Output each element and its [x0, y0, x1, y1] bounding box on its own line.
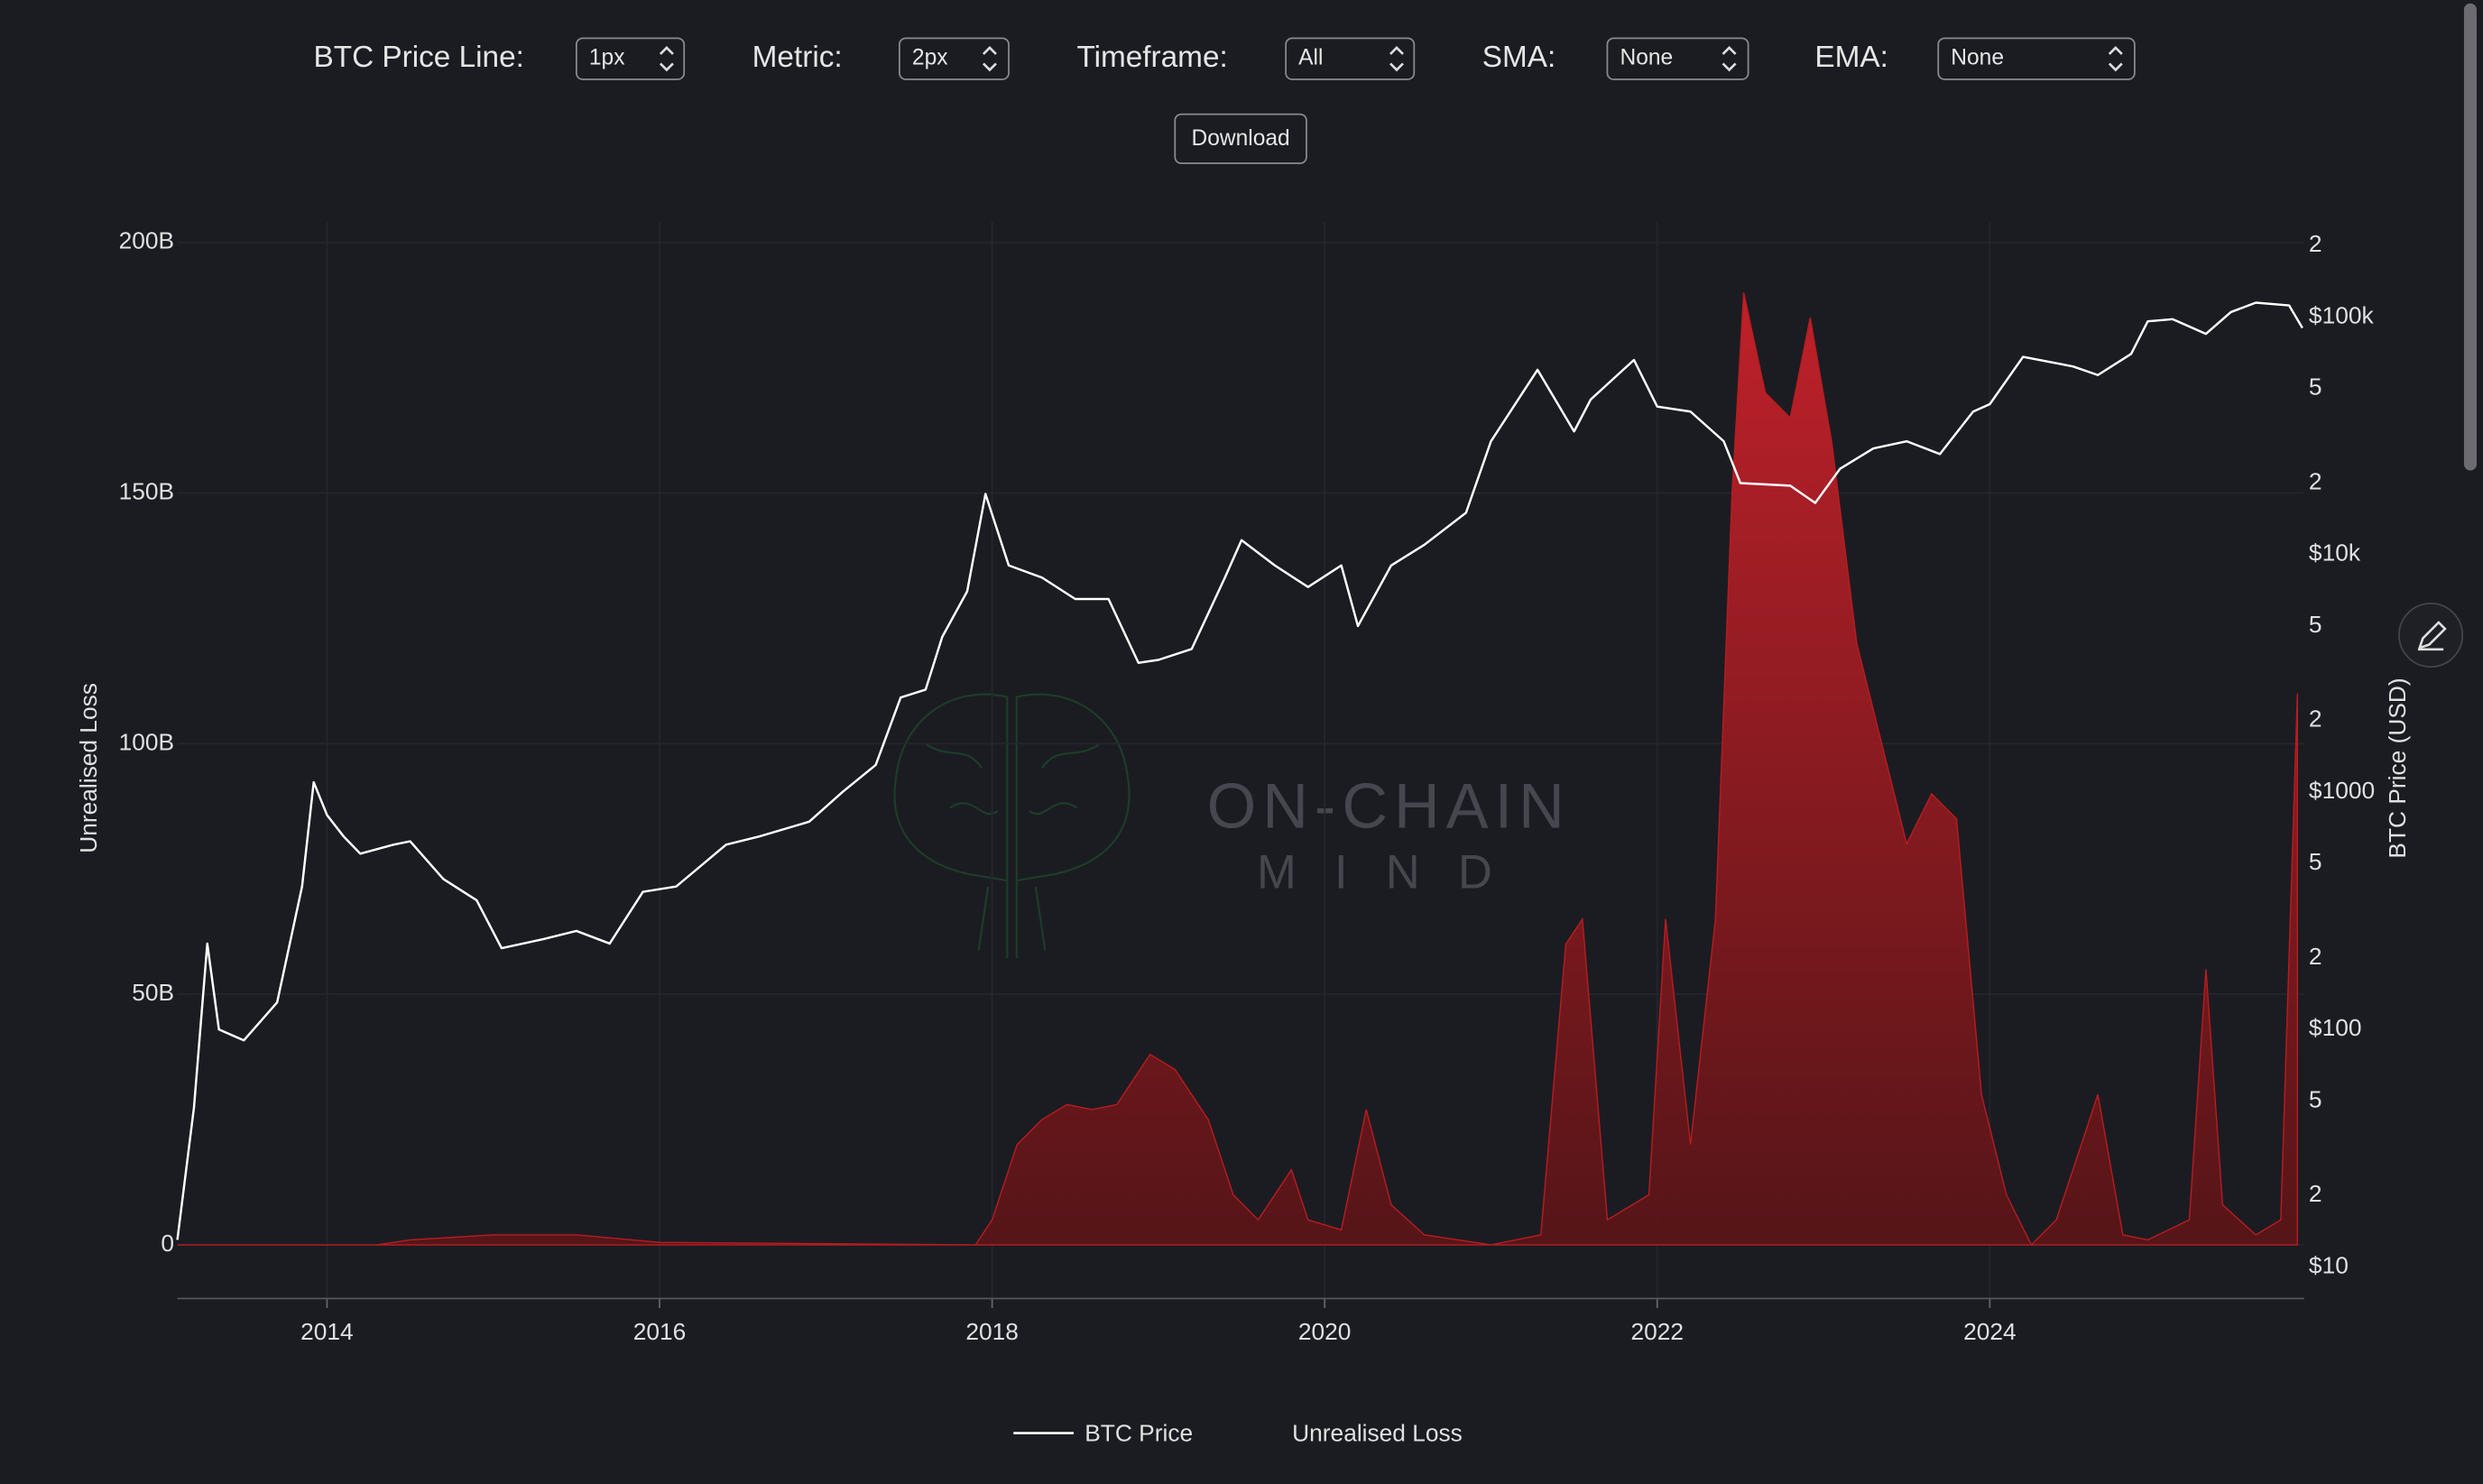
- y2-tick-label: $10: [2309, 1251, 2349, 1278]
- control-label: EMA:: [1814, 41, 1888, 74]
- legend-label: BTC Price: [1085, 1419, 1193, 1446]
- y-tick-label: 50B: [132, 979, 174, 1006]
- dropdown[interactable]: [1937, 37, 2136, 80]
- y-tick-label: 200B: [119, 227, 174, 254]
- y-tick-label: 100B: [119, 728, 174, 755]
- dropdown-arrow: [982, 46, 997, 72]
- y2-tick-label: $100k: [2309, 301, 2375, 328]
- axes: 0 50B 100B 150B 200B 2014 2016 2018 2020 2022 2024…: [119, 227, 2376, 1345]
- dropdown-arrow: [1389, 46, 1404, 72]
- control-label: SMA:: [1482, 41, 1555, 74]
- y2-tick-label: 5: [2309, 373, 2322, 401]
- dropdown-value[interactable]: 1px: [589, 46, 625, 70]
- watermark-text: MIND: [1257, 846, 1530, 899]
- legend-label: Unrealised Loss: [1292, 1419, 1463, 1446]
- y2-tick-label: 2: [2309, 705, 2322, 733]
- control-label: BTC Price Line:: [314, 41, 524, 74]
- y2-tick-label: $100: [2309, 1014, 2362, 1041]
- y2-tick-label: 2: [2309, 1180, 2322, 1207]
- dropdown[interactable]: [1606, 37, 1749, 80]
- y2-tick-label: 5: [2309, 848, 2322, 875]
- watermark-text: ON-CHAIN: [1207, 770, 1571, 841]
- y2-tick-label: 5: [2309, 1085, 2322, 1112]
- dropdown-arrow: [1721, 46, 1737, 72]
- y2-tick-label: 2: [2309, 230, 2322, 257]
- y-axis-title: Unrealised Loss: [75, 683, 102, 853]
- legend: BTC Price Unrealised Loss: [1013, 1419, 1463, 1446]
- dropdown-arrow: [2108, 46, 2123, 72]
- dropdown[interactable]: [1285, 37, 1416, 80]
- control-label: Timeframe:: [1076, 41, 1227, 74]
- plot: [176, 292, 2303, 1247]
- x-tick-label: 2016: [633, 1318, 687, 1345]
- y2-tick-label: $10k: [2309, 539, 2361, 567]
- download-label[interactable]: Download: [1191, 126, 1289, 151]
- dropdown-arrow: [659, 46, 674, 72]
- y2-tick-label: 2: [2309, 943, 2322, 970]
- dropdown-value[interactable]: None: [1620, 46, 1673, 70]
- x-tick-label: 2014: [300, 1318, 354, 1345]
- x-tick-label: 2022: [1631, 1318, 1685, 1345]
- control-label: Metric:: [752, 41, 843, 74]
- y2-tick-label: 2: [2309, 467, 2322, 494]
- edit-button[interactable]: [2398, 603, 2464, 668]
- download-button[interactable]: [1174, 113, 1307, 164]
- controls: BTC Price Line: 1px Metric: 2px Timefram…: [314, 37, 2136, 164]
- y2-tick-label: $1000: [2309, 777, 2375, 804]
- y2-tick-label: 5: [2309, 611, 2322, 638]
- dropdown-value[interactable]: None: [1951, 46, 2004, 70]
- y-tick-label: 0: [161, 1230, 174, 1257]
- y-tick-label: 150B: [119, 477, 174, 504]
- price-line: [176, 301, 2303, 1240]
- y2-axis-title: BTC Price (USD): [2384, 677, 2411, 858]
- edit-icon: [2417, 621, 2447, 651]
- watermark: ON-CHAIN MIND: [893, 693, 1571, 959]
- dropdown[interactable]: [575, 37, 686, 80]
- loss-area: [177, 292, 2299, 1247]
- x-tick-label: 2020: [1298, 1318, 1352, 1345]
- x-tick-label: 2018: [965, 1318, 1019, 1345]
- dropdown[interactable]: [899, 37, 1010, 80]
- scrollbar[interactable]: [2463, 3, 2477, 471]
- dropdown-value[interactable]: All: [1298, 46, 1323, 70]
- brain-icon: [893, 693, 1131, 959]
- dropdown-value[interactable]: 2px: [912, 46, 948, 70]
- x-tick-label: 2024: [1963, 1318, 2017, 1345]
